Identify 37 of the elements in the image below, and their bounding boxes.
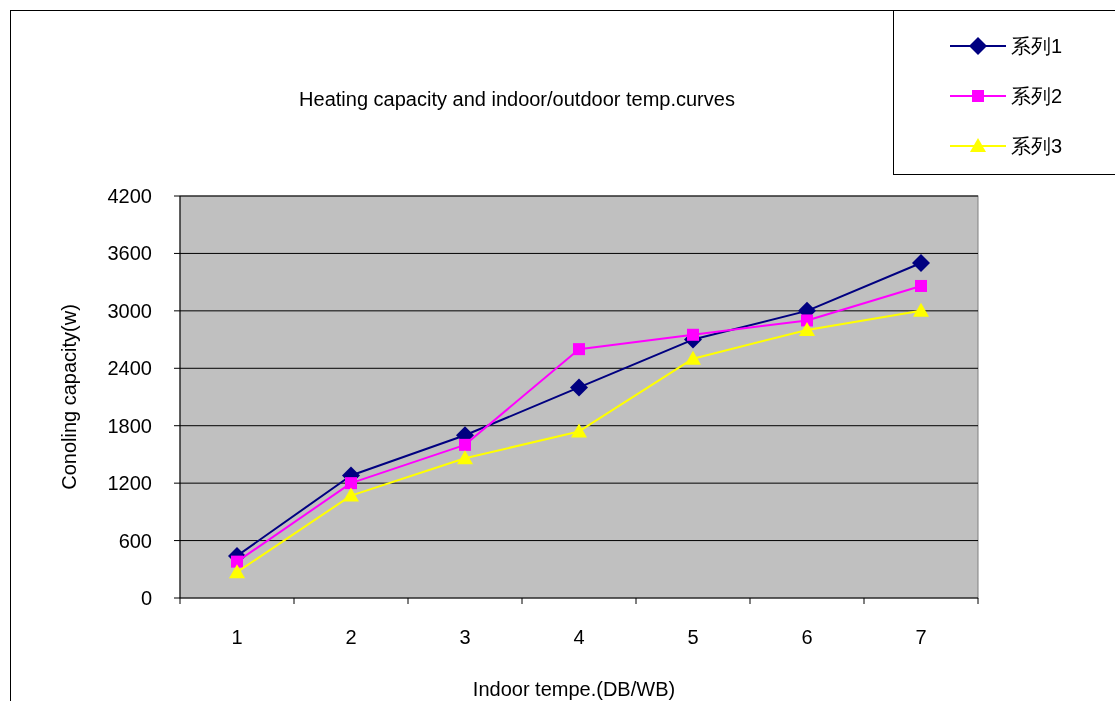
x-tick-label: 4 (573, 626, 585, 648)
point (685, 350, 701, 365)
x-tick-label: 7 (915, 626, 927, 648)
y-tick-label: 3600 (107, 242, 152, 265)
legend-label: 系列1 (1011, 35, 1063, 57)
point (457, 450, 473, 465)
point (231, 555, 243, 568)
x-tick-label: 5 (687, 626, 699, 648)
x-axis-title: Indoor tempe.(DB/WB) (472, 678, 676, 700)
point (343, 487, 359, 502)
y-tick-label: 3000 (107, 299, 152, 322)
chart-title: Heating capacity and indoor/outdoor temp.curves (299, 88, 735, 110)
y-tick-label: 0 (140, 587, 152, 609)
point (801, 314, 813, 327)
point (229, 564, 245, 579)
y-tick-label: 1800 (107, 414, 152, 437)
point (799, 322, 815, 336)
legend-label: 系列3 (1011, 135, 1063, 157)
y-tick-label: 1200 (107, 472, 152, 495)
x-tick-label: 6 (801, 626, 813, 648)
point (345, 477, 357, 490)
point (687, 328, 699, 341)
point (915, 279, 927, 292)
y-axis-title: Conoling capacity(w) (58, 304, 80, 490)
x-tick-label: 1 (231, 626, 243, 648)
point (913, 302, 929, 317)
point (573, 343, 585, 356)
y-tick-label: 4200 (107, 185, 152, 207)
point (459, 438, 471, 451)
x-tick-label: 2 (345, 626, 357, 648)
x-tick-label: 3 (459, 626, 471, 648)
y-tick-label: 2400 (107, 357, 152, 380)
y-tick-label: 600 (118, 529, 152, 552)
point (912, 254, 930, 272)
point (571, 423, 587, 438)
point (570, 378, 588, 397)
legend-label: 系列2 (1011, 85, 1063, 107)
